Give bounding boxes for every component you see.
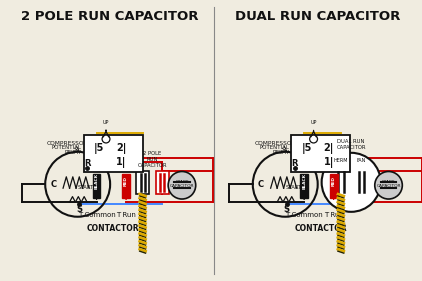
Text: COMPRESSOR: COMPRESSOR: [47, 141, 89, 146]
Text: BLACK: BLACK: [95, 173, 99, 189]
Bar: [291, 135, 350, 173]
Text: 2 POLE RUN CAPACITOR: 2 POLE RUN CAPACITOR: [22, 10, 199, 23]
Text: T Run: T Run: [324, 212, 344, 218]
Text: R: R: [84, 159, 91, 168]
Circle shape: [375, 171, 402, 199]
Text: CONTACTOR: CONTACTOR: [295, 224, 347, 233]
Text: T Run: T Run: [116, 212, 136, 218]
Text: HERM: HERM: [333, 158, 348, 163]
Text: POTENTIAL
RELAY: POTENTIAL RELAY: [259, 145, 289, 155]
Text: RED: RED: [332, 176, 335, 186]
Circle shape: [310, 135, 317, 143]
Text: CONTACTOR: CONTACTOR: [87, 224, 139, 233]
Text: POTENTIAL
RELAY: POTENTIAL RELAY: [52, 145, 81, 155]
Text: 1|: 1|: [116, 157, 127, 167]
Bar: [122, 175, 130, 198]
Text: DUAL RUN
CAPACITOR: DUAL RUN CAPACITOR: [336, 139, 366, 150]
Text: START
CAPACITOR: START CAPACITOR: [376, 180, 401, 188]
Bar: [330, 175, 338, 198]
Text: DUAL RUN CAPACITOR: DUAL RUN CAPACITOR: [235, 10, 400, 23]
Text: T Common: T Common: [285, 212, 323, 218]
Text: R: R: [292, 159, 298, 168]
Text: START: START: [285, 185, 302, 190]
Circle shape: [168, 171, 196, 199]
Circle shape: [322, 153, 381, 212]
Text: START: START: [78, 185, 94, 190]
Text: 2 POLE
RUN
CAPACITOR: 2 POLE RUN CAPACITOR: [138, 151, 167, 167]
Text: T Common: T Common: [78, 212, 116, 218]
Circle shape: [102, 135, 110, 143]
Bar: [84, 135, 143, 173]
Text: |5: |5: [94, 143, 105, 154]
Text: |5: |5: [302, 143, 312, 154]
Bar: [136, 171, 149, 194]
Text: S: S: [76, 205, 82, 214]
Text: 2|: 2|: [324, 143, 334, 154]
Text: START
CAPACITOR: START CAPACITOR: [170, 180, 194, 188]
Text: C: C: [50, 180, 57, 189]
Text: 1|: 1|: [324, 157, 334, 167]
Bar: [300, 175, 308, 198]
Bar: [92, 175, 100, 198]
Text: S: S: [284, 205, 290, 214]
Text: BLACK: BLACK: [302, 173, 306, 189]
Text: 2|: 2|: [116, 143, 127, 154]
Text: UP: UP: [311, 120, 317, 125]
Bar: [156, 171, 169, 194]
Text: FAN: FAN: [357, 158, 366, 163]
Text: COMPRESSOR: COMPRESSOR: [254, 141, 296, 146]
Text: RED: RED: [124, 176, 128, 186]
Text: UP: UP: [103, 120, 109, 125]
Text: C: C: [258, 180, 264, 189]
